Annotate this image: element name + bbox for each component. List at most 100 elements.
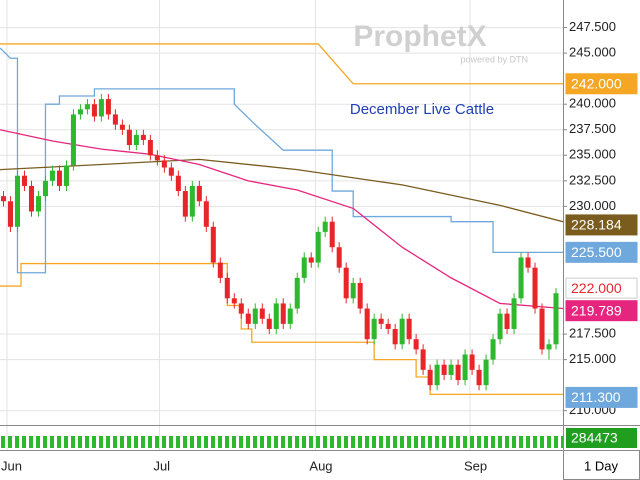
price-tag (565, 277, 638, 299)
candle-body (42, 180, 48, 197)
x-tick-label: Aug (309, 458, 332, 473)
candle-body (434, 364, 440, 386)
candle-body (14, 175, 21, 227)
candle-body (154, 155, 160, 161)
price-tag-label: 211.300 (571, 389, 621, 405)
candle-body (336, 247, 342, 268)
y-tick-label: 230.000 (569, 198, 616, 213)
candle-body (259, 308, 265, 319)
candle-body (7, 201, 14, 227)
candle-body (532, 267, 538, 309)
candle-body (224, 277, 230, 299)
candle-body (350, 282, 356, 299)
y-tick-label: 217.500 (569, 326, 616, 341)
price-tag (565, 300, 638, 322)
candle-body (399, 318, 405, 345)
overlay-line (0, 158, 563, 223)
candle-body (245, 313, 251, 324)
candle-body (105, 99, 111, 115)
candle-body (525, 257, 531, 268)
candle-body (175, 175, 181, 192)
candle-body (329, 221, 335, 248)
candle-body (238, 303, 244, 314)
candle-body (455, 364, 461, 381)
labels: 247.500 245.000 240.000 237.500 235.000 232.5… (1, 19, 638, 473)
candle-body (189, 185, 195, 217)
candle-body (420, 349, 426, 370)
candle-body (210, 226, 216, 263)
candle-body (518, 257, 524, 299)
candle-body (63, 165, 69, 186)
candle-body (112, 114, 118, 125)
candle-body (301, 257, 307, 278)
candle-body (476, 369, 482, 386)
candle-body (196, 185, 202, 202)
candle-body (504, 313, 510, 329)
price-tag (565, 73, 638, 95)
candle-body (56, 170, 62, 186)
candle-body (84, 104, 90, 110)
candle-body (364, 308, 370, 340)
candle-body (28, 185, 34, 212)
candle-body (378, 318, 384, 324)
candle-body (357, 282, 363, 309)
candle-body (483, 359, 489, 386)
candle-body (161, 160, 167, 168)
price-tag-label: 225.500 (571, 244, 622, 260)
candle-body (308, 257, 314, 263)
logo: ProphetX (353, 20, 486, 53)
candle-body (98, 99, 104, 117)
candle-body (273, 303, 279, 329)
candle-body (371, 318, 377, 340)
y-tick-label: 215.000 (569, 351, 616, 366)
candle-body (427, 369, 433, 386)
candle-body (35, 196, 41, 212)
volume-strip (0, 436, 563, 448)
price-tag-label: 242.000 (571, 75, 622, 91)
candle-body (91, 104, 97, 117)
candle-body (280, 303, 286, 324)
candle-body (119, 124, 125, 130)
candle-body (462, 354, 468, 381)
overlay-line (0, 262, 563, 396)
candle-body (182, 191, 188, 217)
candle-body (343, 267, 349, 299)
price-tag-label: 222.000 (571, 280, 622, 296)
candle-body (203, 201, 209, 227)
interval-box (563, 450, 640, 480)
candle-body (168, 167, 174, 176)
candle-body (322, 221, 328, 232)
chart-title: December Live Cattle (350, 101, 494, 118)
candle-body (385, 323, 391, 329)
candle-body (539, 308, 545, 350)
price-tag (565, 241, 638, 263)
candle-body (217, 262, 223, 278)
candle-body (315, 231, 321, 263)
price-tag-label: 228.184 (571, 217, 622, 233)
overlay-line (0, 47, 563, 274)
candle-body (392, 328, 398, 345)
candle-body (21, 175, 27, 186)
candle-body (406, 318, 412, 340)
candle-body (70, 114, 76, 166)
overlays (0, 43, 563, 396)
price-tag (565, 386, 638, 408)
y-tick-label: 235.000 (569, 147, 616, 162)
y-tick-label: 237.500 (569, 121, 616, 136)
y-tick-label: 240.000 (569, 96, 616, 111)
candle-body (448, 364, 454, 375)
price-tag (565, 214, 638, 236)
candle-body (441, 364, 447, 375)
candle-body (77, 109, 83, 115)
overlay-line (0, 129, 563, 310)
candle-body (490, 339, 496, 360)
candles (0, 93, 559, 391)
y-tick-label: 247.500 (569, 19, 616, 34)
candle-body (126, 129, 132, 146)
candle-body (49, 170, 55, 181)
x-tick-label: Jun (1, 458, 22, 473)
candle-body (469, 354, 475, 370)
volume-tag (566, 428, 637, 448)
candle-body (133, 134, 139, 146)
